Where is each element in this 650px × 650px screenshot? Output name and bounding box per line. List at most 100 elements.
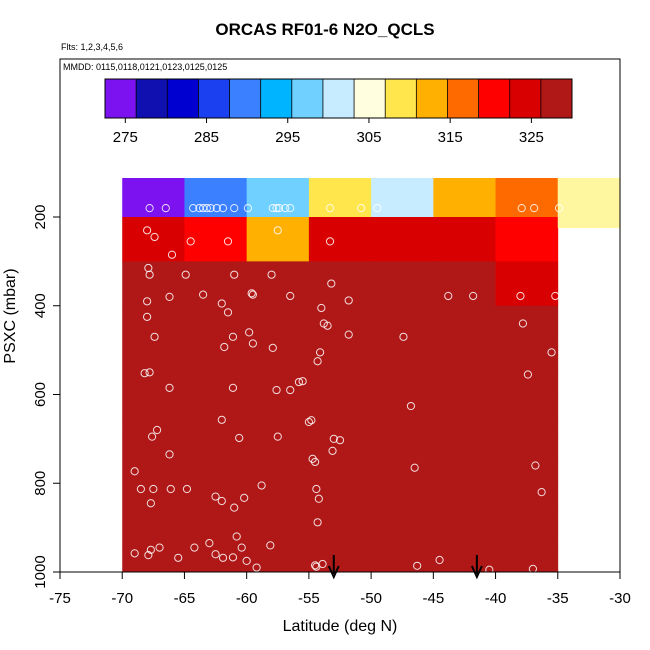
heatmap-cell [308,527,372,551]
sample-point [205,539,214,548]
sample-point [268,343,277,353]
heatmap-cell [246,261,310,284]
heatmap-cell [495,178,559,196]
x-axis: -75 -70 -65 -60 -55 -50 -45 -40 -35 -30 [49,572,631,607]
sample-point [517,204,526,213]
x-tick-label: -40 [485,590,507,607]
heatmap-cell [433,239,496,262]
sample-point [373,204,382,213]
colorbar-segment [509,79,542,118]
sample-point [530,204,539,213]
sample-point [143,297,152,306]
flight-markers [327,555,483,580]
x-tick-label: -65 [174,590,196,607]
sample-point [469,291,478,301]
sample-point [325,204,335,213]
heatmap-cell [246,283,310,307]
sample-point [281,204,290,213]
sample-point [248,290,257,299]
sample-point [267,270,276,279]
sample-point [286,204,295,213]
flights-note: Flts: 1,2,3,4,5,6 [61,42,124,52]
sample-point [165,383,174,392]
heatmap-cell [495,372,559,395]
heatmap-cell [246,483,310,506]
x-tick-label: -50 [360,590,382,607]
colorbar-frame [104,78,573,119]
colorbar-segment [478,79,511,118]
heatmap-cell [371,239,434,262]
sample-point [130,467,139,476]
sample-point [329,434,338,443]
sample-point [272,385,281,395]
y-axis-title: PSXC (mbar) [2,268,19,363]
heatmap-cell [246,438,310,462]
colorbar-segment [260,79,293,118]
heatmap-cell [371,438,434,462]
sample-point [190,543,199,552]
heatmap-cell [246,350,310,373]
dates-note: MMDD: 0115,0118,0121,0123,0125,0125 [63,62,228,72]
sample-point [357,204,366,213]
sample-point [240,493,249,502]
heatmap-cell [433,438,496,462]
sample-point [247,289,256,298]
x-tick-label: -55 [298,590,320,607]
heatmap-cell [371,372,434,395]
sample-point [313,357,322,366]
heatmap-cell [122,438,185,462]
sample-point [325,237,335,246]
sample-point [182,484,192,494]
sample-point [189,204,198,213]
heatmap-cell [371,350,434,373]
sample-point [220,342,229,352]
heatmap-cell [184,394,248,418]
heatmap-cell [308,327,372,351]
heatmap-cell [495,194,559,218]
heatmap-cell [122,372,185,395]
sample-point [537,488,546,497]
y-tick-label: 400 [32,293,49,318]
colorbar-segment [540,79,573,118]
sample-point [232,532,241,541]
sample-point [344,330,353,339]
sample-point [217,415,226,424]
heatmap-cell [495,350,559,373]
heatmap-cell [308,261,372,284]
sample-point [155,543,164,552]
heatmap-cell [433,283,496,307]
heatmap-cell [308,372,372,395]
heatmap-cell [433,194,496,218]
sample-point [274,204,284,213]
heatmap-cell [433,394,496,418]
sample-point [217,299,226,308]
heatmap-cell [371,194,434,218]
heatmap-cell [371,305,434,329]
heatmap-cell [122,549,185,573]
sample-point [174,553,183,562]
heatmap-cell [433,505,496,529]
sample-point [140,369,149,378]
sample-point [554,204,564,213]
heatmap-cell [371,461,434,484]
chart-title: ORCAS RF01-6 N2O_QCLS [215,20,435,39]
heatmap-cell [246,461,310,484]
sample-point [516,291,525,301]
sample-point [273,432,282,441]
y-tick-label: 1000 [32,555,49,588]
heatmap-cell [122,261,185,284]
sample-point [237,543,246,552]
sample-point [228,553,238,562]
sample-point [206,204,215,213]
heatmap-cell [184,305,248,329]
sample-point [523,370,533,379]
sample-point [228,332,238,341]
sample-point [145,270,154,279]
heatmap-cell [433,416,496,440]
sample-points [130,204,564,574]
sample-point [161,204,170,213]
sample-point [235,433,244,443]
colorbar-tick-label: 315 [438,129,463,146]
heatmap-cell [184,505,248,529]
heatmap-cell [495,527,559,551]
